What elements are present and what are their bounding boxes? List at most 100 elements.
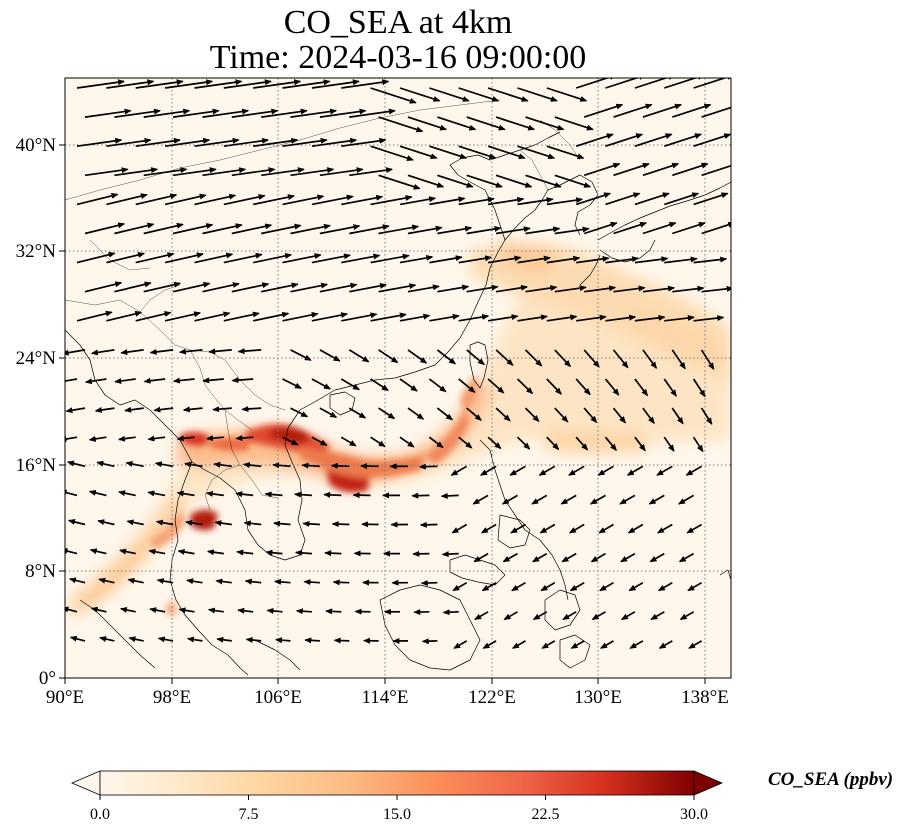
wind-arrow — [293, 491, 312, 498]
wind-arrow — [517, 314, 548, 322]
wind-arrow — [634, 256, 669, 264]
wind-arrow — [261, 167, 305, 177]
wind-arrow — [304, 637, 320, 644]
wind-arrow — [235, 491, 254, 498]
wind-arrow — [172, 377, 195, 384]
wind-arrow — [613, 221, 648, 235]
wind-arrow — [649, 552, 665, 563]
wind-arrow — [290, 349, 312, 361]
wind-arrow — [429, 196, 466, 206]
wind-arrow — [370, 253, 410, 264]
wind-arrow — [701, 162, 731, 177]
wind-arrow — [378, 116, 424, 133]
wind-arrow — [84, 167, 129, 177]
wind-arrow — [231, 223, 273, 235]
wind-arrow — [106, 137, 152, 148]
wind-arrow — [591, 611, 606, 621]
wind-arrow — [539, 523, 556, 534]
wind-arrow — [692, 378, 706, 398]
wind-arrow — [231, 282, 270, 293]
wind-arrow — [65, 606, 78, 613]
wind-arrow — [532, 552, 548, 563]
wind-arrow — [642, 407, 655, 425]
wind-arrow — [436, 349, 456, 365]
wind-arrow — [149, 607, 166, 614]
wind-arrow — [114, 108, 161, 118]
wind-arrow — [421, 638, 438, 645]
wind-arrow — [503, 611, 518, 621]
wind-arrow — [84, 108, 132, 118]
wind-arrow — [436, 407, 453, 421]
wind-arrow — [437, 174, 474, 188]
wind-arrow — [65, 436, 78, 442]
wind-arrow — [178, 348, 203, 355]
wind-arrow — [127, 577, 144, 584]
wind-arrow — [272, 462, 291, 469]
wind-arrow — [687, 581, 703, 592]
wind-arrow — [214, 520, 232, 527]
wind-arrow — [663, 436, 675, 452]
wind-arrow — [282, 79, 331, 89]
colorbar-tick-label: 7.5 — [239, 806, 259, 823]
wind-arrow — [458, 87, 500, 102]
wind-arrow — [466, 226, 502, 235]
wind-arrow — [126, 519, 144, 526]
wind-arrow — [399, 378, 418, 392]
wind-arrow — [290, 223, 331, 235]
colorbar-low-extend — [70, 770, 101, 796]
wind-arrow — [370, 87, 417, 104]
wind-arrow — [664, 315, 695, 322]
wind-arrow — [590, 552, 606, 563]
wind-arrow — [407, 349, 428, 364]
wind-arrow — [407, 284, 440, 293]
wind-arrow — [605, 192, 641, 206]
wind-arrow — [282, 194, 325, 206]
wind-arrow — [693, 192, 729, 206]
wind-arrow — [341, 137, 387, 148]
wind-arrow — [290, 167, 335, 177]
wind-arrow — [265, 549, 283, 556]
wind-arrow — [205, 490, 224, 497]
wind-arrow — [76, 137, 123, 148]
wind-arrow — [495, 407, 511, 422]
wind-arrow — [237, 348, 262, 355]
wind-arrow — [678, 552, 695, 563]
wind-arrow — [634, 78, 676, 89]
wind-arrow — [517, 255, 551, 264]
wind-arrow — [693, 78, 731, 89]
colorbar-tick-label: 30.0 — [680, 806, 708, 823]
y-tick-label: 16°N — [16, 455, 57, 476]
concentration-field — [70, 240, 731, 620]
wind-arrow — [583, 221, 618, 235]
wind-arrow — [223, 311, 260, 322]
wind-arrow — [202, 223, 243, 235]
wind-arrow — [664, 78, 705, 89]
wind-arrow — [613, 103, 653, 118]
wind-arrow — [604, 436, 617, 451]
wind-arrow — [495, 284, 528, 293]
wind-arrow — [458, 314, 490, 322]
wind-arrow — [154, 461, 174, 468]
wind-arrow — [612, 407, 626, 424]
wind-arrow — [597, 465, 614, 476]
wind-arrow — [525, 116, 565, 131]
wind-arrow — [487, 378, 505, 394]
wind-arrow — [202, 282, 240, 293]
wind-arrow — [546, 378, 562, 395]
wind-arrow — [575, 78, 617, 89]
wind-arrow — [194, 137, 240, 148]
wind-arrow — [650, 611, 665, 621]
wind-arrow — [599, 581, 614, 592]
wind-arrow — [341, 253, 381, 264]
wind-arrow — [642, 285, 675, 293]
wind-arrow — [700, 349, 715, 370]
wind-arrow — [348, 407, 367, 419]
wind-arrow — [531, 494, 548, 505]
wind-arrow — [516, 436, 531, 450]
wind-arrow — [589, 494, 606, 505]
wind-arrow — [407, 174, 445, 188]
wind-arrow — [701, 285, 731, 293]
wind-arrow — [538, 465, 556, 476]
wind-arrow — [458, 378, 476, 393]
wind-arrow — [419, 521, 438, 528]
